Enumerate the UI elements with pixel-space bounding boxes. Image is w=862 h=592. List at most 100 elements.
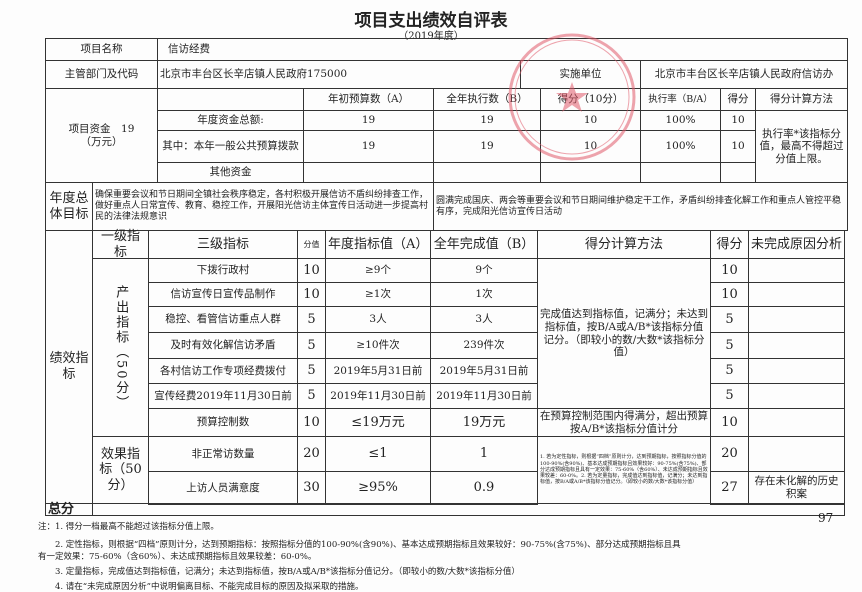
total-value: 97 xyxy=(818,511,834,525)
indicator-weight: 5 xyxy=(297,383,326,409)
indicator-reason xyxy=(748,408,845,437)
indicator-actual: 2019年11月30日前 xyxy=(430,383,538,409)
indicator-score: 10 xyxy=(710,408,749,437)
funding-header-method: 得分计算方法 xyxy=(755,88,848,111)
form-title: 项目支出绩效自评表 xyxy=(354,11,508,31)
funding-row-label: 其中：本年一般公共预算拨款 xyxy=(157,130,304,163)
funding-header-pts: 得分 xyxy=(720,88,756,111)
funding-row-score xyxy=(540,162,641,183)
indicator-name: 非正常访数量 xyxy=(148,436,298,472)
indicator-reason xyxy=(748,282,845,307)
header-actual: 全年完成值（B） xyxy=(430,230,538,259)
indicators-label: 绩效指标 xyxy=(45,230,93,504)
indicator-target: ≥1次 xyxy=(325,282,431,307)
indicator-weight: 20 xyxy=(297,436,326,472)
indicator-score: 5 xyxy=(710,332,749,359)
dept-label: 主管部门及代码 xyxy=(45,60,158,89)
indicator-weight: 10 xyxy=(297,282,326,307)
dept-value: 北京市丰台区长辛店镇人民政府175000 xyxy=(157,60,521,89)
indicator-name: 预算控制数 xyxy=(148,408,298,437)
funding-row-rate: 100% xyxy=(640,130,721,163)
indicator-reason xyxy=(748,332,845,359)
note-4: 4. 请在“未完成原因分析”中说明偏离目标、不能完成目标的原因及拟采取的措施。 xyxy=(55,582,364,592)
goals-label: 年度总体目标 xyxy=(45,182,93,231)
indicator-weight: 10 xyxy=(297,408,326,437)
indicator-weight: 10 xyxy=(297,258,326,283)
goals-planned: 确保重要会议和节日期间全镇社会秩序稳定，各村积极开展信访不盾纠纷排查工作，做好重… xyxy=(92,182,434,231)
note-2: 2. 定性指标，则根据“四档”原则计分，达到预期指标：按照指标分值的100-90… xyxy=(55,540,681,550)
indicator-target: 2019年5月31日前 xyxy=(325,358,431,384)
method-budget: 在预算控制范围内得满分，超出预算按A/B*该指标分值计分 xyxy=(537,408,711,437)
indicator-actual: 2019年5月31日前 xyxy=(430,358,538,384)
indicator-reason xyxy=(748,258,845,283)
indicator-name: 下拨行政村 xyxy=(148,258,298,283)
indicator-reason xyxy=(748,358,845,384)
note-3: 3. 定量指标，完成值达到指标值，记满分；未达到指标值，按B/A或A/B*该指标… xyxy=(55,567,520,577)
indicator-target: ≥10件次 xyxy=(325,332,431,359)
indicator-target: ≥9个 xyxy=(325,258,431,283)
funding-header-budget: 年初预算数（A） xyxy=(303,88,434,111)
funding-method: 执行率*该指标分值，最高不得超过分值上限。 xyxy=(755,110,848,183)
project-name-value: 信访经费 xyxy=(157,38,848,61)
indicator-reason xyxy=(748,436,845,472)
header-target: 年度指标值（A） xyxy=(325,230,431,259)
indicator-actual: 1 xyxy=(430,436,538,472)
goals-actual: 圆满完成国庆、两会等重要会议和节日期间维护稳定干工作，矛盾纠纷排查化解工作和重点… xyxy=(433,182,848,231)
indicator-score: 20 xyxy=(710,436,749,472)
funding-header-blank xyxy=(157,88,304,111)
indicator-weight: 5 xyxy=(297,358,326,384)
funding-row-budget xyxy=(303,162,434,183)
total-label: 总分 xyxy=(45,502,93,517)
indicator-score: 27 xyxy=(710,471,749,505)
indicator-name: 上访人员满意度 xyxy=(148,471,298,505)
funding-row-exec xyxy=(433,162,541,183)
indicator-reason xyxy=(748,383,845,409)
header-reason: 未完成原因分析 xyxy=(748,230,845,259)
indicator-score: 5 xyxy=(710,358,749,384)
indicator-reason xyxy=(748,306,845,333)
note-1: 注：1. 得分一档最高不能超过该指标分值上限。 xyxy=(38,522,219,532)
indicator-actual: 9个 xyxy=(430,258,538,283)
indicator-target: ≥95% xyxy=(325,471,431,505)
header-method: 得分计算方法 xyxy=(537,230,711,259)
funding-row-exec: 19 xyxy=(433,130,541,163)
indicator-target: ≤19万元 xyxy=(325,408,431,437)
funding-row-budget: 19 xyxy=(303,110,434,131)
indicator-name: 宣传经费2019年11月30日前 xyxy=(148,383,298,409)
indicator-score: 5 xyxy=(710,306,749,333)
method-effect: 1. 若为定性指标，则根据“四档”原则计分，达到预期指标，按照指标分值的100-… xyxy=(537,436,711,504)
indicator-actual: 1次 xyxy=(430,282,538,307)
indicator-score: 5 xyxy=(710,383,749,409)
funding-row-exec: 19 xyxy=(433,110,541,131)
indicator-score: 10 xyxy=(710,258,749,283)
indicator-score: 10 xyxy=(710,282,749,307)
indicator-reason: 存在未化解的历史积案 xyxy=(748,471,845,505)
indicator-actual: 19万元 xyxy=(430,408,538,437)
project-name-label: 项目名称 xyxy=(45,38,158,61)
impl-value: 北京市丰台区长辛店镇人民政府信访办 xyxy=(640,60,848,89)
funding-row-pts: 10 xyxy=(720,110,756,131)
funding-header-score: 得分（10分） xyxy=(540,88,641,111)
indicator-weight: 30 xyxy=(297,471,326,505)
header-level1: 一级指标 xyxy=(92,229,149,260)
funding-header-rate: 执行率（B/A） xyxy=(640,88,721,111)
note-2-cont: 有一定效果：75-60%（含60%）、未达成预期指标且效果较差：60-0%。 xyxy=(38,552,317,562)
funding-row-pts xyxy=(720,162,756,183)
funding-row-score: 10 xyxy=(540,130,641,163)
indicator-name: 各村信访工作专项经费拨付 xyxy=(148,358,298,384)
indicator-name: 及时有效化解信访矛盾 xyxy=(148,332,298,359)
indicator-target: ≤1 xyxy=(325,436,431,472)
funding-row-rate: 100% xyxy=(640,110,721,131)
impl-label: 实施单位 xyxy=(520,60,641,89)
indicator-weight: 5 xyxy=(297,332,326,359)
funding-row-label: 其他资金 xyxy=(157,162,304,183)
funding-header-exec: 全年执行数（B） xyxy=(433,88,541,111)
funding-row-budget: 19 xyxy=(303,130,434,163)
indicator-target: 3人 xyxy=(325,306,431,333)
funding-row-score: 10 xyxy=(540,110,641,131)
indicator-target: 2019年11月30日前 xyxy=(325,383,431,409)
indicator-name: 稳控、看管信访重点人群 xyxy=(148,306,298,333)
total-blank xyxy=(92,503,845,516)
funding-label: 项目资金 19 （万元） xyxy=(45,88,158,183)
